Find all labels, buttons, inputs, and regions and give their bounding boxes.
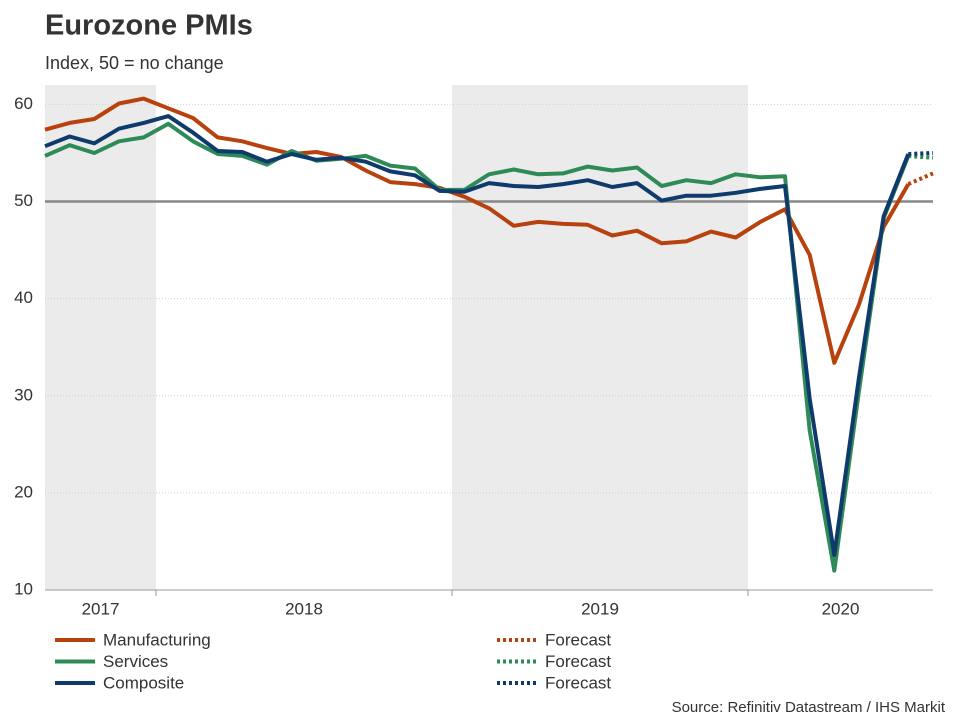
legend-label: Manufacturing (103, 630, 211, 649)
forecast-line (908, 151, 934, 156)
y-tick-label: 10 (14, 579, 33, 598)
legend-label: Services (103, 652, 168, 671)
y-tick-label: 50 (14, 191, 33, 210)
y-tick-label: 30 (14, 385, 33, 404)
x-group-label: 2017 (82, 599, 120, 618)
legend-label: Forecast (545, 673, 611, 692)
chart-title: Eurozone PMIs (45, 10, 253, 42)
x-group-label: 2019 (581, 599, 619, 618)
x-group-label: 2020 (822, 599, 860, 618)
year-shading (452, 85, 748, 590)
legend-label: Composite (103, 673, 184, 692)
y-tick-label: 40 (14, 288, 33, 307)
legend-label: Forecast (545, 652, 611, 671)
series-line (44, 96, 911, 365)
y-tick-label: 60 (14, 94, 33, 113)
source: Source: Refinitiv Datastream / IHS Marki… (672, 699, 946, 716)
year-shading (45, 85, 156, 590)
series-line (44, 114, 911, 557)
y-tick-label: 20 (14, 482, 33, 501)
x-group-label: 2018 (285, 599, 323, 618)
forecast-line (907, 171, 934, 186)
legend-label: Forecast (545, 630, 611, 649)
chart-subtitle: Index, 50 = no change (45, 53, 224, 73)
series-line (44, 121, 911, 573)
forecast-line (908, 153, 934, 160)
